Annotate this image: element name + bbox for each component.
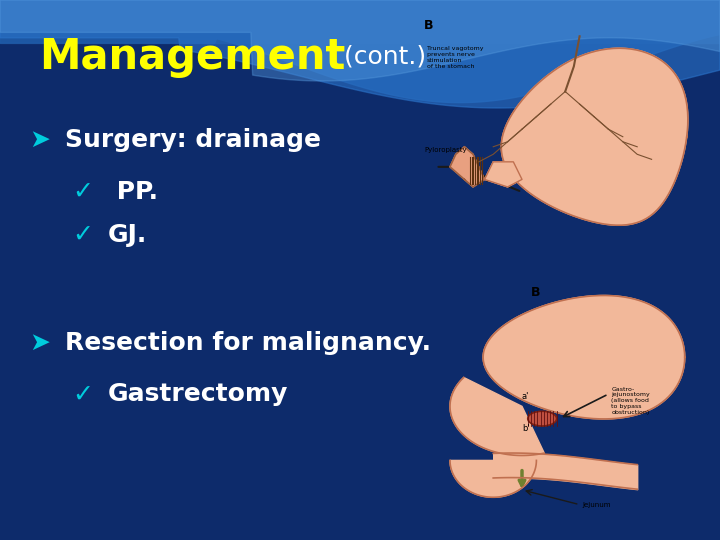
Text: ➤: ➤ xyxy=(29,129,50,152)
Text: Management: Management xyxy=(40,36,346,78)
Text: Resection for malignancy.: Resection for malignancy. xyxy=(65,331,431,355)
Text: GJ.: GJ. xyxy=(108,223,148,247)
Text: ➤: ➤ xyxy=(29,331,50,355)
Ellipse shape xyxy=(528,411,557,426)
Polygon shape xyxy=(501,48,688,225)
Text: ✓: ✓ xyxy=(72,180,93,204)
Text: a': a' xyxy=(522,392,529,401)
Text: (cont.): (cont.) xyxy=(328,45,426,69)
Text: Truncal vagotomy
prevents nerve
stimulation
of the stomach: Truncal vagotomy prevents nerve stimulat… xyxy=(427,46,483,69)
Polygon shape xyxy=(450,461,536,497)
Text: Gastrectomy: Gastrectomy xyxy=(108,382,289,406)
Polygon shape xyxy=(485,162,522,187)
Text: Pyloroplasty: Pyloroplasty xyxy=(424,147,467,153)
Text: Gastro-
jejunostomy
(allows food
to bypass
obstruction): Gastro- jejunostomy (allows food to bypa… xyxy=(611,387,650,415)
Text: b': b' xyxy=(522,424,530,433)
Polygon shape xyxy=(450,147,485,187)
Text: ✓: ✓ xyxy=(72,223,93,247)
Text: ✓: ✓ xyxy=(72,382,93,406)
Text: PP.: PP. xyxy=(108,180,158,204)
Text: Jejunum: Jejunum xyxy=(582,502,611,508)
Text: B: B xyxy=(531,286,540,299)
Text: Surgery: drainage: Surgery: drainage xyxy=(65,129,321,152)
Polygon shape xyxy=(483,295,685,419)
Polygon shape xyxy=(450,377,544,455)
Text: B: B xyxy=(424,19,433,32)
